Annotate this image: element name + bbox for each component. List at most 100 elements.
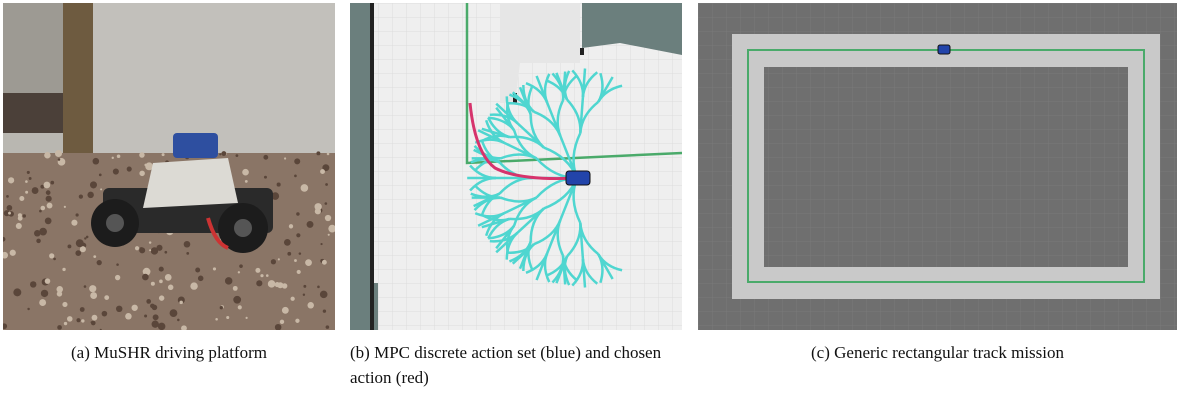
speckle [104, 295, 109, 300]
speckle [239, 264, 243, 268]
pillar [63, 3, 93, 153]
speckle [144, 164, 147, 167]
car-marker [566, 171, 590, 185]
speckle [115, 275, 120, 280]
speckle [116, 306, 122, 312]
speckle [316, 151, 320, 155]
speckle [297, 270, 301, 274]
baseboard [3, 93, 63, 133]
speckle [84, 237, 86, 239]
speckle [325, 215, 331, 221]
speckle [125, 313, 132, 320]
speckle [323, 309, 326, 312]
speckle [29, 177, 32, 180]
speckle [317, 286, 320, 289]
speckle [53, 258, 56, 261]
speckle [71, 220, 77, 226]
speckle [159, 280, 163, 284]
speckle [27, 308, 29, 310]
speckle [67, 316, 73, 322]
speckle [245, 180, 248, 183]
speckle [186, 252, 189, 255]
speckle [266, 274, 269, 277]
speckle [294, 259, 297, 262]
speckle [41, 206, 46, 211]
speckle [305, 259, 312, 266]
speckle [23, 214, 26, 217]
speckle [62, 302, 67, 307]
speckle [328, 234, 330, 236]
speckle [146, 299, 151, 304]
speckle [291, 297, 295, 301]
speckle [56, 286, 63, 293]
speckle [295, 319, 299, 323]
speckle [315, 208, 321, 214]
speckle [117, 154, 121, 158]
speckle [198, 276, 204, 282]
track-map [698, 3, 1177, 330]
speckle [67, 244, 71, 248]
speckle [91, 321, 96, 326]
speckle [158, 323, 165, 330]
speckle [326, 325, 330, 329]
speckle [184, 241, 191, 248]
speckle [242, 169, 249, 176]
speckle [113, 168, 119, 174]
speckle [238, 271, 240, 273]
hub [106, 214, 124, 232]
speckle [213, 267, 216, 270]
speckle [142, 274, 149, 281]
car-marker [938, 45, 950, 54]
speckle [307, 221, 314, 228]
speckle [10, 250, 16, 256]
speckle [149, 241, 151, 243]
speckle [97, 260, 102, 265]
speckle [64, 206, 66, 208]
speckle [76, 213, 79, 216]
speckle [278, 258, 280, 260]
speckle [268, 280, 276, 288]
speckle [100, 188, 102, 190]
speckle [93, 158, 100, 165]
obstacle [350, 3, 372, 330]
speckle [116, 263, 119, 266]
speckle [39, 210, 42, 213]
speckle [226, 316, 229, 319]
speckle [6, 195, 9, 198]
speckle [164, 251, 167, 254]
speckle [215, 318, 218, 321]
speckle [112, 157, 114, 159]
speckle [170, 309, 178, 317]
speckle [220, 306, 223, 309]
speckle [271, 259, 276, 264]
speckle [277, 282, 283, 288]
speckle [325, 183, 328, 186]
speckle [131, 305, 137, 311]
speckle [153, 314, 159, 320]
speckle [256, 280, 262, 286]
speckle [152, 321, 159, 328]
speckle [255, 268, 260, 273]
speckle [25, 191, 28, 194]
caption: (c) Generic rectangular track mission [698, 340, 1177, 365]
speckle [39, 228, 47, 236]
speckle [80, 307, 85, 312]
speckle [233, 286, 238, 291]
speckle [233, 296, 241, 304]
caption: (b) MPC discrete action set (blue) and c… [350, 340, 685, 390]
speckle [139, 171, 144, 176]
lidar [173, 133, 218, 158]
speckle [264, 176, 267, 179]
speckle [162, 153, 165, 156]
speckle [32, 187, 39, 194]
speckle [263, 155, 268, 160]
speckle [62, 268, 65, 271]
speckle [303, 294, 305, 296]
speckle [64, 322, 67, 325]
speckle [282, 307, 289, 314]
speckle [190, 282, 197, 289]
speckle [165, 274, 172, 281]
speckle [58, 158, 60, 160]
wall-panel [93, 3, 335, 153]
speckle [41, 290, 48, 297]
